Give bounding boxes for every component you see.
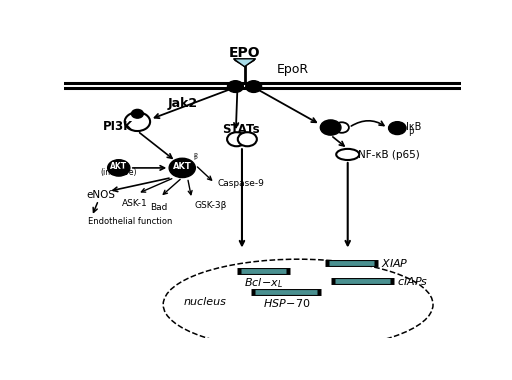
Text: $Bcl\!-\!x_L$: $Bcl\!-\!x_L$ (244, 276, 283, 290)
Circle shape (108, 160, 130, 176)
Text: $HSP\!-\!70$: $HSP\!-\!70$ (263, 297, 311, 309)
Circle shape (321, 120, 341, 135)
Text: PI3K: PI3K (102, 120, 133, 133)
Circle shape (169, 158, 196, 177)
Text: Endothelial function: Endothelial function (88, 217, 172, 226)
Text: EPO: EPO (229, 46, 261, 60)
Text: P: P (409, 129, 414, 138)
Circle shape (246, 81, 262, 92)
Text: $XIAP$: $XIAP$ (381, 257, 409, 269)
Text: P: P (194, 153, 198, 158)
Circle shape (335, 122, 349, 133)
Ellipse shape (336, 149, 359, 160)
Text: GSK-3β: GSK-3β (195, 201, 227, 210)
Text: ASK-1: ASK-1 (122, 199, 147, 208)
Text: AKT: AKT (110, 162, 127, 171)
Text: NF-κB (p65): NF-κB (p65) (358, 150, 420, 160)
Text: eNOS: eNOS (86, 190, 115, 200)
Text: (inactive): (inactive) (100, 168, 137, 177)
Text: EpoR: EpoR (276, 63, 308, 76)
Circle shape (125, 112, 150, 131)
Text: Jak2: Jak2 (168, 97, 198, 110)
Text: AKT: AKT (173, 162, 191, 171)
Polygon shape (233, 59, 255, 66)
Text: nucleus: nucleus (183, 297, 226, 307)
Circle shape (227, 81, 243, 92)
Circle shape (238, 132, 257, 146)
Text: P: P (194, 156, 198, 161)
Circle shape (132, 109, 143, 118)
Circle shape (389, 122, 406, 135)
Circle shape (227, 132, 246, 146)
Text: Caspase-9: Caspase-9 (218, 179, 265, 188)
Text: $cIAPs$: $cIAPs$ (397, 275, 429, 287)
Text: Bad: Bad (150, 203, 167, 212)
Text: IκB: IκB (407, 122, 422, 132)
Text: STATs: STATs (222, 124, 260, 136)
